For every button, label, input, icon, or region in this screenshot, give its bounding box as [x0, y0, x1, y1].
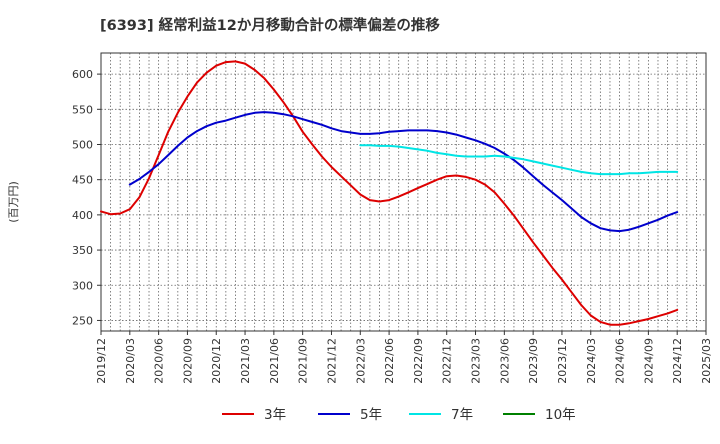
x-tick-label: 2021/03 [239, 338, 252, 384]
plot-area-border [100, 52, 707, 332]
y-tick-label: 250 [72, 314, 93, 327]
x-tick-label: 2022/12 [441, 338, 454, 384]
series-lines [100, 60, 679, 326]
chart-title: [6393] 経常利益12か月移動合計の標準偏差の推移 [100, 16, 440, 34]
x-tick-label: 2023/03 [470, 338, 483, 384]
y-axis-label: (百万円) [7, 181, 20, 223]
x-tick-label: 2025/03 [700, 338, 713, 384]
x-tick-label: 2019/12 [95, 338, 108, 384]
x-tick-label: 2021/12 [325, 338, 338, 384]
x-tick-label: 2023/06 [498, 338, 511, 384]
legend: 3年 5年 7年 10年 [222, 407, 576, 423]
series-line [359, 144, 679, 176]
gridlines [100, 53, 707, 331]
legend-label: 3年 [264, 407, 286, 423]
x-tick-label: 2023/09 [527, 338, 540, 384]
x-tick-label: 2024/06 [614, 338, 627, 384]
x-tick-label: 2022/06 [383, 338, 396, 384]
y-tick-label: 350 [72, 244, 93, 257]
x-tick-label: 2024/03 [585, 338, 598, 384]
y-tick-label: 600 [72, 68, 93, 81]
x-tick-label: 2021/06 [268, 338, 281, 384]
x-tick-label: 2021/09 [297, 338, 310, 384]
x-tick-label: 2023/12 [556, 338, 569, 384]
series-line [100, 60, 679, 326]
x-tick-label: 2020/12 [210, 338, 223, 384]
x-tick-label: 2022/03 [354, 338, 367, 384]
x-tick-label: 2022/09 [412, 338, 425, 384]
x-tick-label: 2020/09 [181, 338, 194, 384]
y-tick-label: 400 [72, 209, 93, 222]
y-tick-label: 500 [72, 138, 93, 151]
x-tick-label: 2020/03 [124, 338, 137, 384]
y-tick-label: 550 [72, 103, 93, 116]
axes: 250 300 350 400 450 500 550 600 2019/12 2020/03 20… [72, 52, 713, 384]
y-tick-label: 300 [72, 279, 93, 292]
x-tick-label: 2024/09 [642, 338, 655, 384]
y-tick-label: 450 [72, 174, 93, 187]
legend-label: 10年 [545, 407, 576, 423]
legend-label: 5年 [360, 407, 382, 423]
legend-label: 7年 [451, 407, 473, 423]
series-line [128, 111, 679, 233]
x-tick-label: 2024/12 [671, 338, 684, 384]
x-tick-label: 2020/06 [153, 338, 166, 384]
